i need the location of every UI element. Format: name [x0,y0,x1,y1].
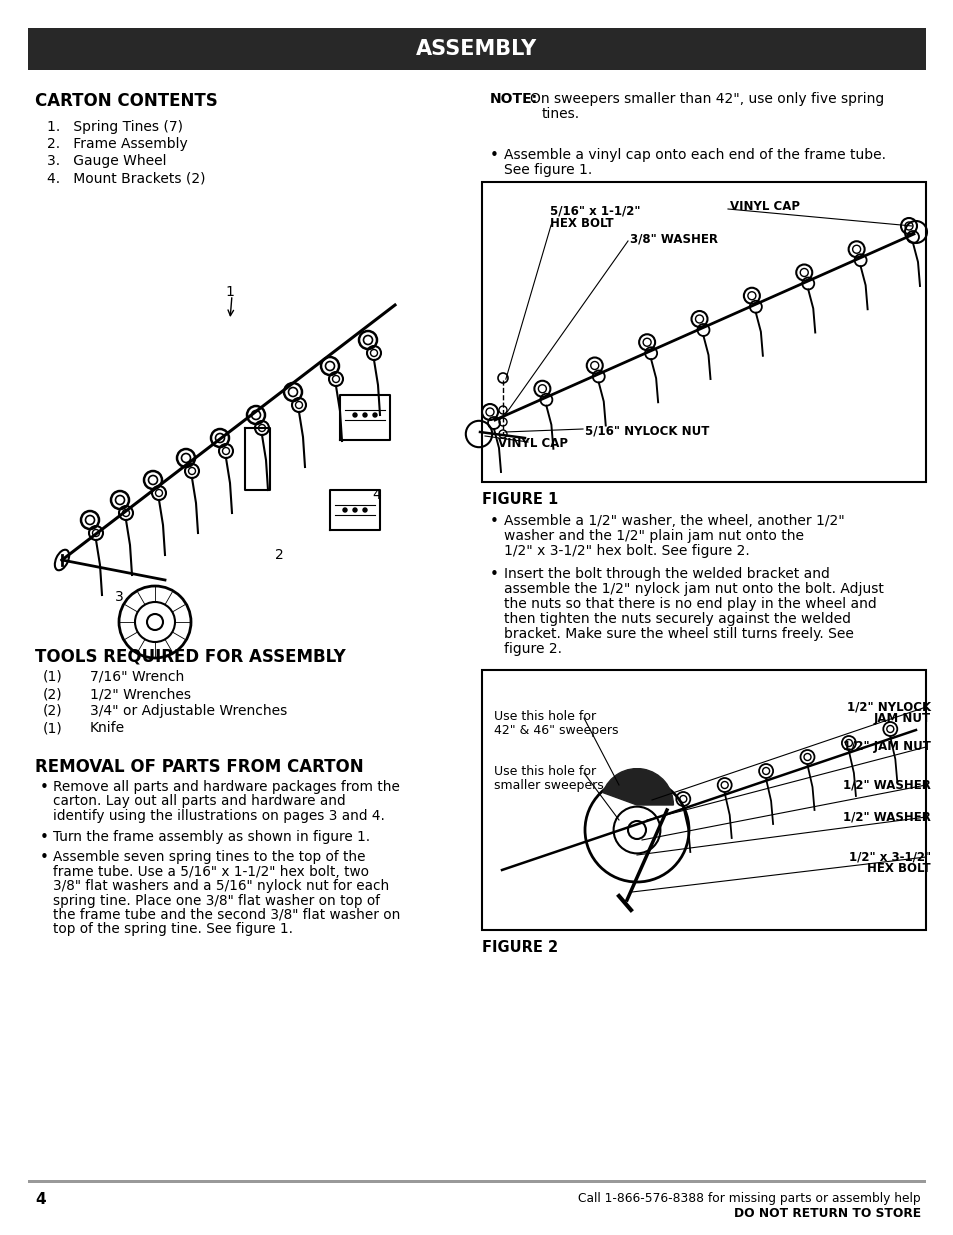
Text: identify using the illustrations on pages 3 and 4.: identify using the illustrations on page… [53,809,384,823]
Text: VINYL CAP: VINYL CAP [729,200,800,212]
Text: •: • [490,148,498,163]
Text: Turn the frame assembly as shown in figure 1.: Turn the frame assembly as shown in figu… [53,830,370,844]
Text: (2): (2) [43,687,63,701]
Text: 1/2" x 3-1/2": 1/2" x 3-1/2" [848,850,930,863]
Text: (1): (1) [43,721,63,735]
Text: DO NOT RETURN TO STORE: DO NOT RETURN TO STORE [733,1207,920,1220]
Text: HEX BOLT: HEX BOLT [866,862,930,876]
Text: the frame tube and the second 3/8" flat washer on: the frame tube and the second 3/8" flat … [53,908,400,923]
Text: See figure 1.: See figure 1. [503,163,592,177]
Circle shape [353,412,356,417]
Bar [28,1179,925,1183]
Text: Use this hole for: Use this hole for [494,764,596,778]
Text: Knife: Knife [90,721,125,735]
Bar [481,182,925,482]
Text: top of the spring tine. See figure 1.: top of the spring tine. See figure 1. [53,923,293,936]
Text: 5/16" NYLOCK NUT: 5/16" NYLOCK NUT [584,424,709,437]
Text: Use this hole for: Use this hole for [494,710,596,722]
Bar [481,671,925,930]
Text: Insert the bolt through the welded bracket and: Insert the bolt through the welded brack… [503,567,829,580]
Circle shape [353,508,356,513]
Circle shape [363,412,367,417]
Text: 5/16" x 1-1/2": 5/16" x 1-1/2" [550,204,639,217]
Text: the nuts so that there is no end play in the wheel and: the nuts so that there is no end play in… [503,597,876,611]
Text: Assemble a 1/2" washer, the wheel, another 1/2": Assemble a 1/2" washer, the wheel, anoth… [503,514,843,529]
Text: ASSEMBLY: ASSEMBLY [416,40,537,59]
Text: tines.: tines. [541,107,579,121]
Text: then tighten the nuts securely against the welded: then tighten the nuts securely against t… [503,613,850,626]
Text: •: • [490,567,498,582]
Text: 1: 1 [225,285,233,299]
Text: 3/4" or Adjustable Wrenches: 3/4" or Adjustable Wrenches [90,704,287,718]
Text: 1/2" NYLOCK: 1/2" NYLOCK [846,700,930,713]
Text: Assemble a vinyl cap onto each end of the frame tube.: Assemble a vinyl cap onto each end of th… [503,148,885,162]
Text: spring tine. Place one 3/8" flat washer on top of: spring tine. Place one 3/8" flat washer … [53,893,379,908]
Text: carton. Lay out all parts and hardware and: carton. Lay out all parts and hardware a… [53,794,345,809]
Text: HEX BOLT: HEX BOLT [550,217,613,230]
Text: CARTON CONTENTS: CARTON CONTENTS [35,91,217,110]
Text: 3/8" flat washers and a 5/16" nylock nut for each: 3/8" flat washers and a 5/16" nylock nut… [53,879,389,893]
Text: VINYL CAP: VINYL CAP [497,437,567,450]
Text: 1/2" Wrenches: 1/2" Wrenches [90,687,191,701]
Text: figure 2.: figure 2. [503,642,561,656]
Text: 1/2" WASHER: 1/2" WASHER [842,778,930,790]
Text: smaller sweepers: smaller sweepers [494,779,603,792]
Text: TOOLS REQUIRED FOR ASSEMBLY: TOOLS REQUIRED FOR ASSEMBLY [35,648,345,666]
Text: 1/2" WASHER: 1/2" WASHER [842,810,930,823]
Text: 4.   Mount Brackets (2): 4. Mount Brackets (2) [47,170,205,185]
Text: washer and the 1/2" plain jam nut onto the: washer and the 1/2" plain jam nut onto t… [503,529,803,543]
Text: FIGURE 2: FIGURE 2 [481,940,558,955]
Text: 7/16" Wrench: 7/16" Wrench [90,671,184,684]
Circle shape [373,412,376,417]
Text: Assemble seven spring tines to the top of the: Assemble seven spring tines to the top o… [53,850,365,864]
Bar [28,28,925,70]
Text: 3.   Gauge Wheel: 3. Gauge Wheel [47,154,167,168]
Text: FIGURE 1: FIGURE 1 [481,492,558,508]
Text: •: • [40,850,49,864]
Text: 3: 3 [115,590,124,604]
Text: 4: 4 [35,1192,46,1207]
Text: Call 1-866-576-8388 for missing parts or assembly help: Call 1-866-576-8388 for missing parts or… [578,1192,920,1205]
Text: 4: 4 [372,488,380,501]
Text: (2): (2) [43,704,63,718]
Circle shape [363,508,367,513]
Text: 1.   Spring Tines (7): 1. Spring Tines (7) [47,120,183,135]
Text: 3/8" WASHER: 3/8" WASHER [629,232,718,245]
Text: Remove all parts and hardware packages from the: Remove all parts and hardware packages f… [53,781,399,794]
Text: 2: 2 [274,548,283,562]
Text: bracket. Make sure the wheel still turns freely. See: bracket. Make sure the wheel still turns… [503,627,853,641]
Text: 42" & 46" sweepers: 42" & 46" sweepers [494,724,618,737]
Text: (1): (1) [43,671,63,684]
Text: On sweepers smaller than 42", use only five spring: On sweepers smaller than 42", use only f… [530,91,883,106]
Text: •: • [40,830,49,845]
Text: JAM NUT: JAM NUT [873,713,930,725]
Text: assemble the 1/2" nylock jam nut onto the bolt. Adjust: assemble the 1/2" nylock jam nut onto th… [503,582,882,597]
Text: 1/2" x 3-1/2" hex bolt. See figure 2.: 1/2" x 3-1/2" hex bolt. See figure 2. [503,543,749,558]
Text: REMOVAL OF PARTS FROM CARTON: REMOVAL OF PARTS FROM CARTON [35,758,363,776]
Text: NOTE:: NOTE: [490,91,537,106]
Text: 2.   Frame Assembly: 2. Frame Assembly [47,137,188,151]
Text: •: • [40,781,49,795]
Text: •: • [490,514,498,529]
Text: 1/2" JAM NUT: 1/2" JAM NUT [842,740,930,753]
Text: frame tube. Use a 5/16" x 1-1/2" hex bolt, two: frame tube. Use a 5/16" x 1-1/2" hex bol… [53,864,369,878]
Wedge shape [602,768,673,805]
Circle shape [343,508,347,513]
